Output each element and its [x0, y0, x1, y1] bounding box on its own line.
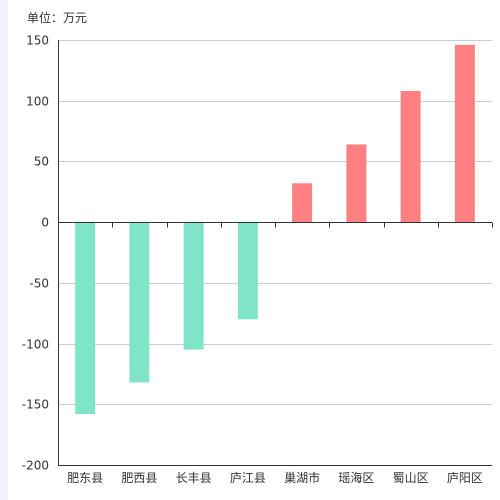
bar-8: [454, 44, 475, 223]
y-tick-label: 0: [41, 216, 49, 230]
x-tick-label: 蜀山区: [393, 471, 429, 485]
y-tick-label: -100: [22, 338, 49, 352]
bar-1: [75, 222, 96, 414]
bar-6: [346, 144, 367, 223]
unit-label: 单位：万元: [27, 11, 88, 25]
left-edge-strip: [0, 0, 8, 500]
x-tick-label: 庐阳区: [447, 470, 483, 485]
y-tick-label: -150: [22, 398, 49, 412]
bar-5: [292, 183, 313, 223]
y-tick-label: 50: [34, 155, 49, 169]
x-tick-label: 巢湖市: [284, 470, 320, 485]
x-tick-label: 肥东县: [67, 471, 103, 485]
bar-7: [400, 91, 421, 223]
bar-2: [129, 222, 150, 383]
bar-4: [237, 222, 258, 320]
x-tick-label: 肥西县: [121, 471, 157, 485]
y-tick-label: 150: [26, 34, 49, 48]
x-tick-label: 长丰县: [176, 471, 212, 485]
y-tick-label: 100: [26, 95, 49, 109]
y-tick-label: -200: [22, 459, 49, 473]
bar-3: [183, 222, 204, 350]
y-tick-label: -50: [29, 277, 49, 291]
x-tick-label: 瑶海区: [338, 470, 374, 485]
x-tick-label: 庐江县: [230, 470, 266, 485]
